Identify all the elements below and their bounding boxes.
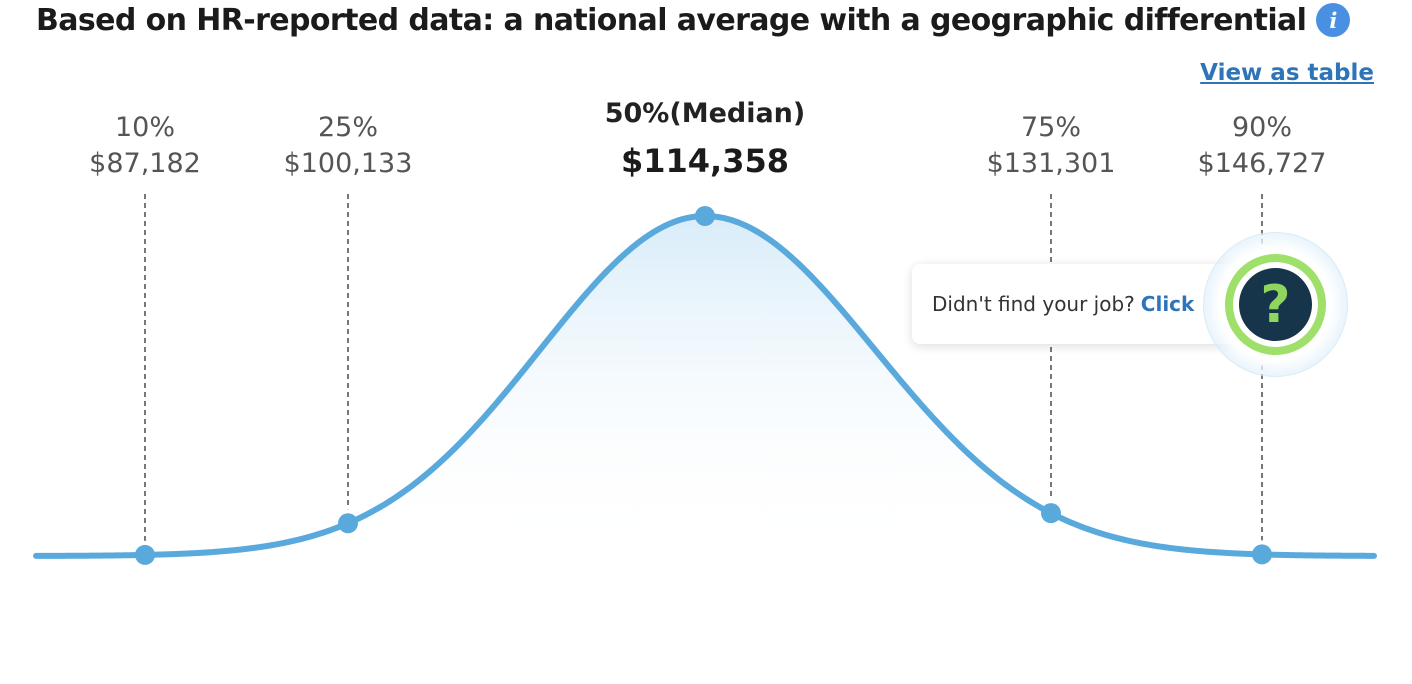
percentile-label-4: 90% xyxy=(1232,112,1292,143)
percentile-markers xyxy=(135,206,1272,565)
info-icon[interactable]: i xyxy=(1316,3,1351,37)
distribution-fill xyxy=(36,216,1374,556)
percentile-marker-4[interactable] xyxy=(1252,544,1272,565)
percentile-label-3: 75% xyxy=(1021,112,1081,143)
question-icon: ? xyxy=(1239,268,1312,341)
distribution-area xyxy=(36,216,1374,556)
help-tooltip-text: Didn't find your job? xyxy=(932,292,1135,316)
help-tooltip: Didn't find your job? Click xyxy=(912,264,1242,344)
help-click-link[interactable]: Click xyxy=(1140,292,1195,316)
percentile-label-0: 10% xyxy=(115,112,175,143)
percentile-marker-0[interactable] xyxy=(135,544,155,565)
percentile-marker-1[interactable] xyxy=(338,513,358,534)
percentile-value-1: $100,133 xyxy=(284,148,413,179)
chart-header: Based on HR-reported data: a national av… xyxy=(36,0,1351,40)
percentile-marker-2[interactable] xyxy=(695,206,715,226)
view-as-table-link[interactable]: View as table xyxy=(1200,60,1374,86)
percentile-marker-3[interactable] xyxy=(1041,503,1061,524)
chart-title: Based on HR-reported data: a national av… xyxy=(36,2,1307,38)
percentile-label-2: 50%(Median) xyxy=(605,98,806,129)
percentile-label-1: 25% xyxy=(318,112,378,143)
percentile-value-4: $146,727 xyxy=(1198,148,1327,179)
percentile-value-0: $87,182 xyxy=(89,148,201,179)
percentile-labels: 10% $87,182 25% $100,133 50%(Median) $114,358… xyxy=(89,98,1326,180)
percentile-value-3: $131,301 xyxy=(987,148,1116,179)
percentile-value-2: $114,358 xyxy=(621,142,789,180)
help-ring[interactable]: ? xyxy=(1225,254,1326,355)
